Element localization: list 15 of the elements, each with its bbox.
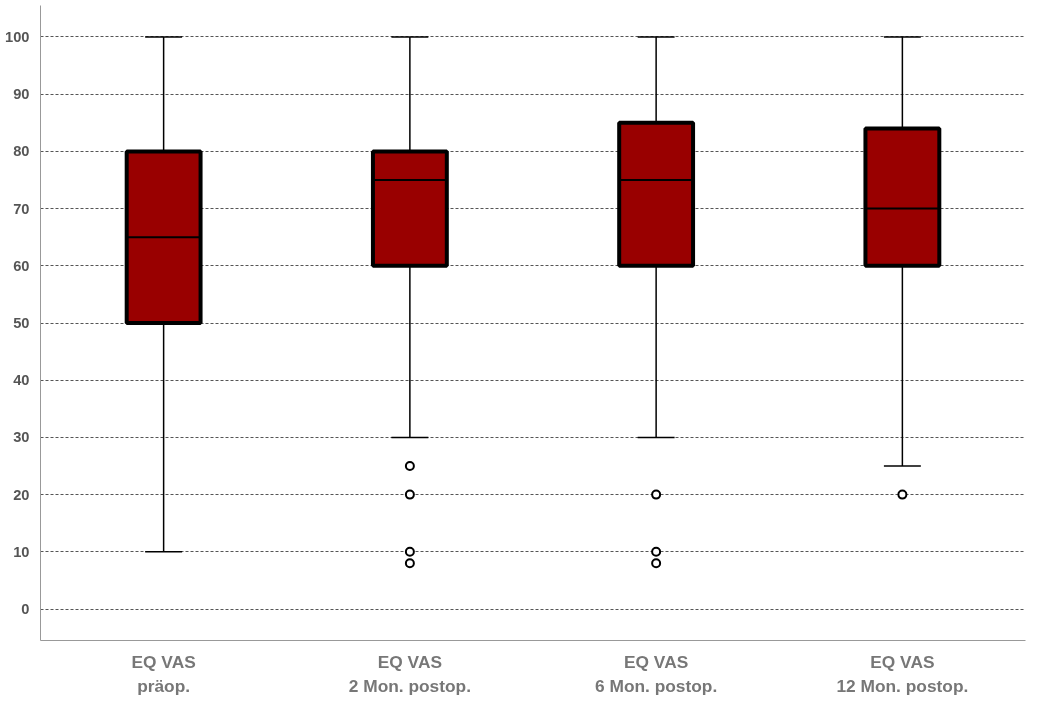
y-tick-label: 20 — [13, 486, 30, 503]
y-tick-label: 0 — [21, 601, 30, 618]
y-tick-label: 40 — [13, 372, 30, 389]
y-tick-label: 60 — [13, 257, 30, 274]
x-tick-label: EQ VAS 12 Mon. postop. — [836, 651, 969, 696]
y-tick-label: 30 — [13, 429, 30, 446]
y-tick-label: 70 — [13, 200, 30, 217]
y-tick-label: 90 — [13, 86, 30, 103]
y-tick-label: 100 — [5, 28, 30, 45]
x-tick-label: EQ VAS 2 Mon. postop. — [348, 651, 471, 696]
y-tick-label: 10 — [13, 543, 30, 560]
x-tick-label: EQ VAS 6 Mon. postop. — [595, 651, 718, 696]
x-tick-label: EQ VAS präop. — [131, 651, 196, 696]
y-tick-label: 80 — [13, 143, 30, 160]
y-tick-label: 50 — [13, 315, 30, 331]
